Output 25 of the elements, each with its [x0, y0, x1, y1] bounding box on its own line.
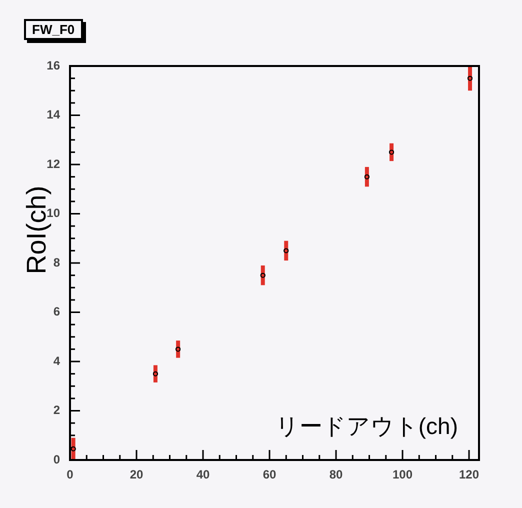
- point: [176, 346, 181, 352]
- x-tick-label: 0: [66, 468, 74, 482]
- point: [284, 248, 289, 254]
- x-tick-label: 60: [262, 468, 277, 482]
- x-tick-label: 120: [459, 468, 480, 482]
- y-tick-label: 12: [46, 156, 60, 171]
- point: [152, 371, 158, 376]
- point: [364, 174, 370, 180]
- chart-title: FW_F0: [24, 19, 83, 40]
- y-tick-label: 14: [46, 108, 60, 122]
- point: [389, 150, 394, 155]
- x-tick-label: 40: [196, 468, 210, 482]
- y-tick-label: 2: [53, 403, 60, 418]
- y-tick-label: 8: [53, 255, 60, 270]
- point: [260, 272, 266, 278]
- x-tick-label: 80: [329, 468, 344, 482]
- x-tick-label: 100: [392, 468, 413, 482]
- point: [468, 76, 473, 81]
- x-axis-title: リードアウト(ch): [275, 412, 458, 441]
- x-tick-label: 20: [130, 468, 144, 482]
- y-tick-label: 0: [53, 452, 60, 466]
- y-tick-label: 4: [53, 354, 60, 368]
- y-tick-label: 6: [53, 304, 60, 319]
- point: [70, 446, 76, 452]
- y-tick-label: 16: [46, 58, 60, 72]
